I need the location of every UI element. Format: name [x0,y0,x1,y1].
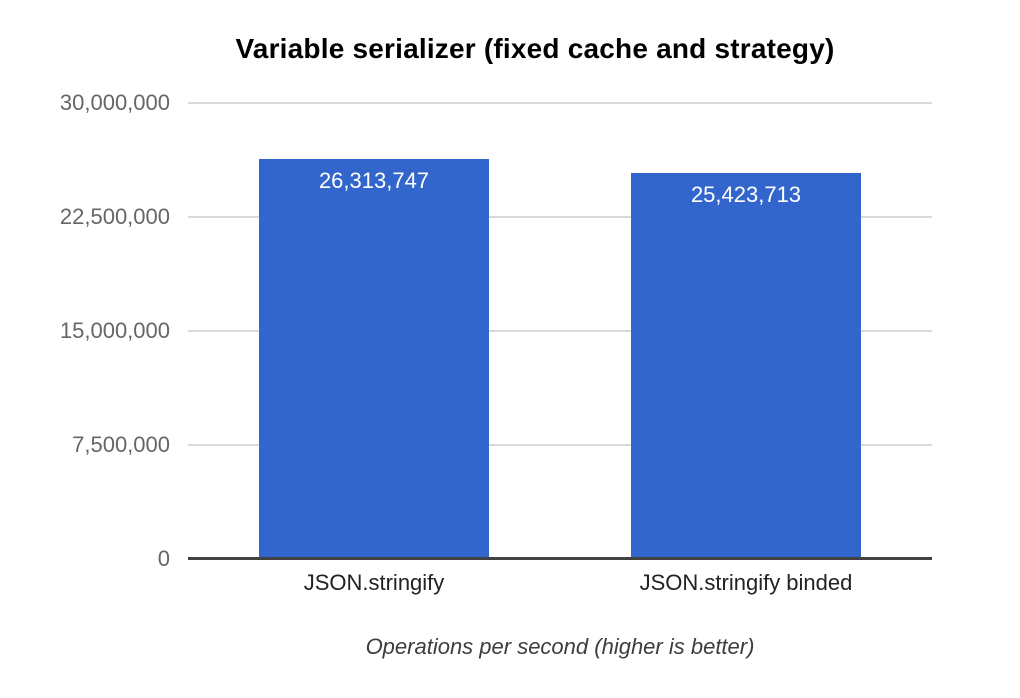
bar: 26,313,747 [259,159,489,559]
y-tick-label: 22,500,000 [59,204,170,229]
x-category-label: JSON.stringify [303,570,445,595]
gridline [188,330,932,332]
y-tick-label: 7,500,000 [72,432,170,457]
y-tick-label: 0 [157,546,170,571]
bar-value-label: 26,313,747 [318,168,430,193]
gridline [188,102,932,104]
y-tick-label: 30,000,000 [59,90,170,115]
y-tick-label: 15,000,000 [59,318,170,343]
plot-area: 26,313,747 25,423,713 [188,102,932,560]
chart-title: Variable serializer (fixed cache and str… [235,33,835,64]
bar: 25,423,713 [631,173,861,559]
gridline [188,216,932,218]
chart-caption: Operations per second (higher is better) [365,634,755,659]
x-category-label: JSON.stringify binded [639,570,853,595]
x-axis-line [188,557,932,560]
bar-value-label: 25,423,713 [690,182,802,207]
gridline [188,444,932,446]
